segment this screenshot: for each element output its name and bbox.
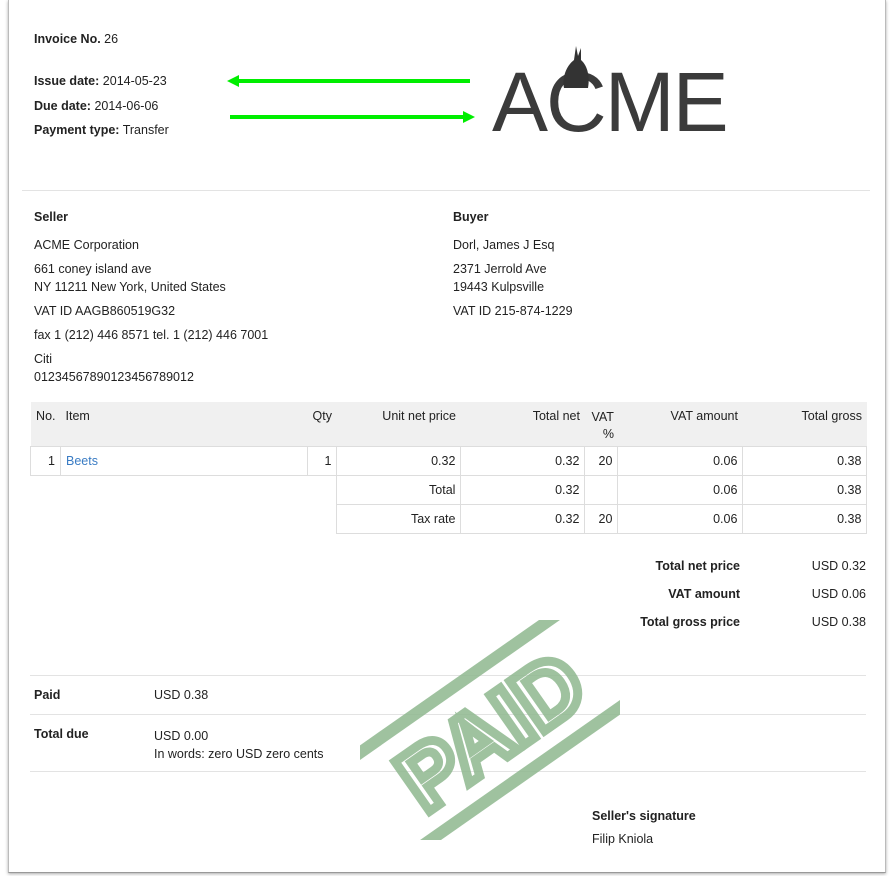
acme-logo: ACME [492, 55, 729, 149]
due-date: Due date: 2014-06-06 [34, 99, 159, 113]
issue-date: Issue date: 2014-05-23 [34, 74, 167, 88]
arrows [227, 75, 475, 123]
rabbit-icon [563, 46, 589, 88]
due-value: USD 0.00 In words: zero USD zero cents [154, 729, 324, 761]
page-frame [8, 0, 886, 873]
summary: Total net price USD 0.32 VAT amount USD 0.… [640, 559, 866, 629]
payment-type: Payment type: Transfer [34, 123, 169, 137]
paid-label: Paid [34, 688, 61, 702]
tax-rate-row: Tax rate 0.32 20 0.06 0.38 [31, 503, 868, 534]
table-row: 1 Beets 1 0.32 0.32 20 0.06 0.38 [30, 445, 868, 476]
total-row: Total 0.32 0.06 0.38 [31, 474, 868, 505]
paid-value: USD 0.38 [154, 688, 209, 702]
due-label: Total due [34, 727, 89, 741]
invoice-number: Invoice No. 26 [34, 32, 119, 46]
signature: Seller's signature Filip Kniola [592, 809, 696, 846]
seller-block: Seller ACME Corporation 661 coney island… [34, 210, 269, 384]
item-link[interactable]: Beets [66, 453, 98, 468]
paid-stamp: PAID [360, 620, 620, 840]
buyer-block: Buyer Dorl, James J Esq 2371 Jerrold Ave… [453, 210, 573, 318]
items-table: No. Item Qty Unit net price Total net VAT % VA… [30, 402, 868, 534]
